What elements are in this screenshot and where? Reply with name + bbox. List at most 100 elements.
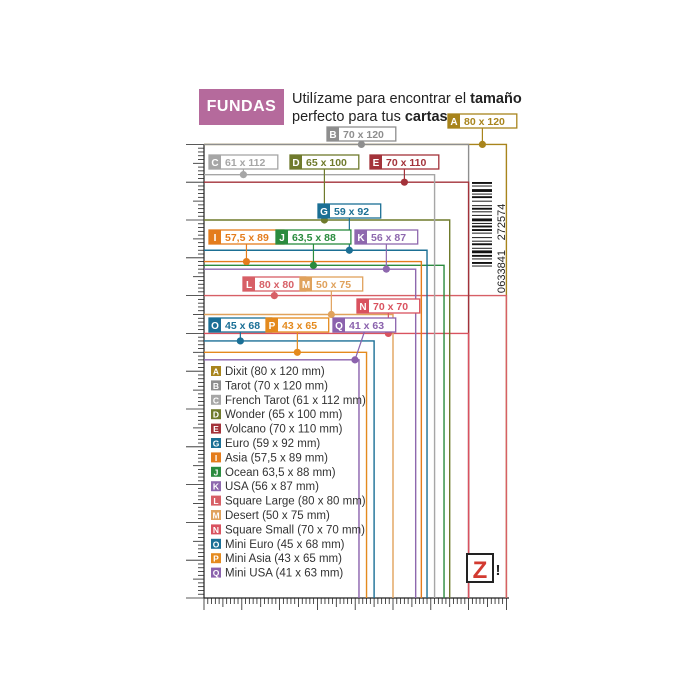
outline-g bbox=[204, 249, 428, 598]
intro-line1-bold: tamaño bbox=[470, 91, 522, 107]
chip-code-box bbox=[300, 277, 312, 291]
barcode-bar bbox=[472, 222, 492, 224]
chip-code-box bbox=[448, 114, 460, 128]
barcode-bar bbox=[472, 240, 492, 242]
legend-swatch bbox=[211, 466, 221, 477]
leader-q bbox=[354, 331, 365, 361]
barcode-bar bbox=[472, 214, 492, 216]
barcode-digits-top: 272574 bbox=[496, 204, 508, 241]
legend-text: Square Small (70 x 70 mm) bbox=[225, 524, 365, 536]
chip-code: M bbox=[302, 280, 310, 291]
outline-l bbox=[204, 294, 508, 598]
chip-code-box bbox=[327, 127, 339, 141]
chip-code-box bbox=[370, 155, 382, 169]
legend-code: O bbox=[213, 539, 220, 549]
chip-label: 70 x 120 bbox=[343, 129, 384, 141]
legend-code: N bbox=[213, 525, 219, 535]
chip-code: P bbox=[269, 321, 276, 332]
legend-code: B bbox=[213, 381, 219, 391]
chip-label: 57,5 x 89 bbox=[225, 232, 269, 244]
legend-item-b: B Tarot (70 x 120 mm) bbox=[211, 380, 328, 392]
size-chip-b: B 70 x 120 bbox=[326, 126, 397, 142]
barcode-bar bbox=[472, 189, 492, 192]
legend-code: J bbox=[214, 467, 219, 477]
chip-label: 70 x 110 bbox=[386, 157, 426, 169]
legend-item-m: M Desert (50 x 75 mm) bbox=[211, 510, 330, 522]
chip-code: J bbox=[279, 233, 285, 244]
chip-code: G bbox=[320, 207, 328, 218]
chip-code: O bbox=[211, 321, 219, 332]
chip-code: Q bbox=[335, 321, 343, 332]
legend-code: K bbox=[213, 482, 220, 492]
chip-label: 45 x 68 bbox=[225, 320, 260, 332]
legend-text: Wonder (65 x 100 mm) bbox=[225, 409, 343, 421]
barcode-bar bbox=[472, 262, 492, 264]
legend-text: Desert (50 x 75 mm) bbox=[225, 510, 330, 522]
chip-code-box bbox=[266, 318, 278, 332]
chip-label: 80 x 80 bbox=[259, 279, 294, 291]
size-chip-m: M 50 x 75 bbox=[299, 276, 364, 292]
legend-text: Mini Euro (45 x 68 mm) bbox=[225, 539, 345, 551]
leader-dot-e bbox=[400, 178, 408, 186]
fundas-badge: FUNDAS bbox=[199, 89, 284, 125]
legend-code: P bbox=[213, 554, 219, 564]
outline-o bbox=[204, 340, 375, 598]
logo-mark: ! bbox=[496, 562, 501, 579]
size-chip-n: N 70 x 70 bbox=[356, 298, 421, 314]
leader-dot-g bbox=[345, 246, 353, 254]
size-legend: A Dixit (80 x 120 mm) B Tarot (70 x 120 mm)… bbox=[211, 366, 366, 580]
outline-p bbox=[204, 351, 368, 598]
chip-code: C bbox=[211, 158, 218, 169]
barcode-bar bbox=[472, 254, 492, 257]
leader-dot-a bbox=[478, 140, 486, 148]
barcode-bar bbox=[472, 193, 492, 195]
chip-label: 43 x 65 bbox=[282, 320, 317, 332]
chip-label: 56 x 87 bbox=[371, 232, 406, 244]
legend-swatch bbox=[211, 481, 221, 492]
chip-code-box bbox=[333, 318, 345, 332]
legend-text: Square Large (80 x 80 mm) bbox=[225, 496, 366, 508]
size-chip-p: P 43 x 65 bbox=[265, 317, 330, 333]
chip-code: A bbox=[450, 117, 457, 128]
intro-line2: perfecto para tus bbox=[292, 109, 405, 125]
barcode-bar bbox=[472, 200, 492, 202]
outline-q bbox=[204, 359, 360, 598]
leader-dot-b bbox=[357, 140, 365, 148]
intro-text: Utilízame para encontrar el tamaño perfe… bbox=[292, 90, 522, 126]
legend-item-l: L Square Large (80 x 80 mm) bbox=[211, 495, 366, 508]
chip-code: B bbox=[329, 130, 336, 141]
barcode-bar bbox=[472, 247, 492, 249]
outline-k bbox=[204, 268, 417, 598]
barcode-bar bbox=[472, 265, 492, 267]
leader-dot-o bbox=[236, 337, 244, 345]
outline-c bbox=[204, 173, 436, 598]
barcode-bar bbox=[472, 229, 492, 231]
legend-code: A bbox=[213, 367, 219, 377]
chip-label: 65 x 100 bbox=[306, 157, 347, 169]
chip-code-box bbox=[209, 155, 221, 169]
legend-text: Dixit (80 x 120 mm) bbox=[225, 366, 325, 378]
leader-dot-p bbox=[293, 348, 301, 356]
barcode-bar bbox=[472, 205, 492, 207]
chip-code-box bbox=[357, 299, 369, 313]
chip-label: 70 x 70 bbox=[373, 301, 408, 313]
legend-swatch bbox=[211, 438, 221, 448]
barcode-bar bbox=[472, 211, 492, 213]
barcode-bar bbox=[472, 182, 492, 184]
legend-code: C bbox=[213, 395, 219, 405]
label-leaders bbox=[236, 128, 486, 364]
legend-swatch bbox=[211, 394, 221, 405]
chip-code-box bbox=[209, 318, 221, 332]
card-outlines bbox=[204, 143, 508, 598]
legend-item-q: Q Mini USA (41 x 63 mm) bbox=[211, 567, 343, 580]
chip-code-box bbox=[318, 204, 330, 218]
chip-label: 80 x 120 bbox=[464, 116, 505, 128]
chip-code: L bbox=[246, 280, 252, 291]
legend-item-o: O Mini Euro (45 x 68 mm) bbox=[211, 538, 345, 551]
legend-swatch bbox=[211, 495, 221, 506]
size-chip-g: G 59 x 92 bbox=[317, 203, 382, 219]
legend-swatch bbox=[211, 409, 221, 420]
legend-text: Volcano (70 x 110 mm) bbox=[225, 424, 343, 436]
chip-label: 41 x 63 bbox=[349, 320, 384, 332]
legend-text: Mini Asia (43 x 65 mm) bbox=[225, 553, 342, 565]
